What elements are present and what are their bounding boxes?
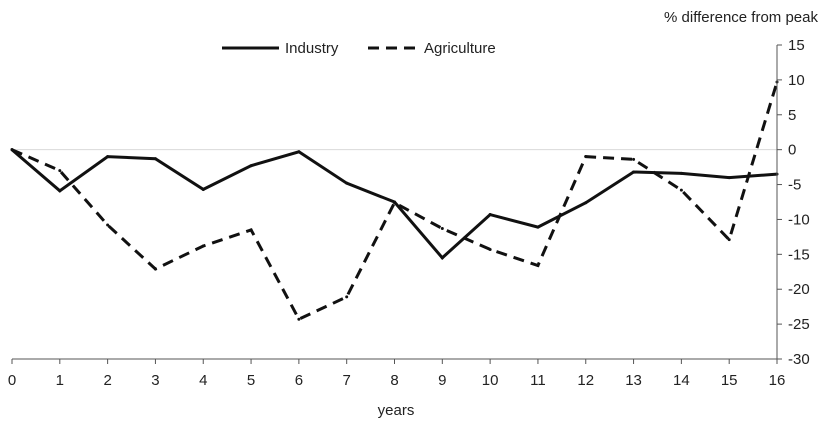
data-point-industry bbox=[679, 171, 683, 175]
x-tick-label: 7 bbox=[343, 372, 351, 389]
x-tick-label: 16 bbox=[769, 372, 786, 389]
data-point-industry bbox=[536, 225, 540, 229]
y-tick-label: -10 bbox=[788, 211, 810, 228]
x-tick-label: 11 bbox=[530, 372, 546, 389]
data-point-industry bbox=[632, 170, 636, 174]
x-tick-label: 3 bbox=[151, 372, 159, 389]
data-point-agriculture bbox=[345, 295, 349, 299]
y-tick-label: 15 bbox=[788, 37, 805, 54]
y-tick-label: 0 bbox=[788, 142, 796, 159]
data-point-agriculture bbox=[153, 267, 157, 271]
data-point-agriculture bbox=[106, 223, 110, 227]
y-tick-label: 5 bbox=[788, 107, 796, 124]
x-tick-label: 5 bbox=[247, 372, 255, 389]
x-axis-title: years bbox=[378, 402, 415, 419]
y-tick-label: -15 bbox=[788, 246, 810, 263]
data-point-agriculture bbox=[201, 244, 205, 248]
data-point-agriculture bbox=[632, 157, 636, 161]
data-point-industry bbox=[727, 176, 731, 180]
legend: Industry Agriculture bbox=[222, 40, 496, 57]
y-tick-label: -25 bbox=[788, 316, 810, 333]
data-point-agriculture bbox=[10, 148, 14, 152]
x-tick-label: 8 bbox=[390, 372, 398, 389]
x-tick-label: 15 bbox=[721, 372, 738, 389]
legend-label-agriculture: Agriculture bbox=[424, 40, 496, 57]
y-tick-label: -20 bbox=[788, 281, 810, 298]
data-point-agriculture bbox=[488, 247, 492, 251]
data-point-industry bbox=[106, 155, 110, 159]
x-tick-label: 12 bbox=[577, 372, 594, 389]
data-point-industry bbox=[58, 189, 62, 193]
data-point-industry bbox=[201, 187, 205, 191]
data-point-industry bbox=[297, 150, 301, 154]
x-tick-label: 0 bbox=[8, 372, 16, 389]
x-tick-label: 4 bbox=[199, 372, 207, 389]
y-tick-label: -30 bbox=[788, 351, 810, 368]
y-axis-title: % difference from peak bbox=[664, 9, 818, 26]
x-tick-label: 1 bbox=[56, 372, 64, 389]
y-tick-label: 10 bbox=[788, 72, 805, 89]
data-point-agriculture bbox=[536, 263, 540, 267]
x-tick-label: 2 bbox=[103, 372, 111, 389]
data-point-agriculture bbox=[393, 201, 396, 205]
data-point-agriculture bbox=[679, 188, 683, 192]
data-point-agriculture bbox=[249, 228, 253, 232]
data-point-industry bbox=[249, 164, 253, 168]
x-tick-label: 10 bbox=[482, 372, 499, 389]
series-line-agriculture bbox=[11, 81, 779, 322]
legend-label-industry: Industry bbox=[285, 40, 339, 57]
data-point-agriculture bbox=[727, 238, 731, 242]
x-tick-label: 14 bbox=[673, 372, 690, 389]
data-point-agriculture bbox=[584, 155, 588, 159]
data-point-industry bbox=[584, 201, 588, 205]
data-point-agriculture bbox=[440, 227, 444, 231]
data-point-agriculture bbox=[297, 317, 301, 321]
x-tick-label: 13 bbox=[625, 372, 642, 389]
data-point-agriculture bbox=[58, 169, 62, 173]
data-point-industry bbox=[440, 256, 444, 260]
y-tick-label: -5 bbox=[788, 177, 801, 194]
data-point-industry bbox=[345, 181, 349, 185]
data-point-industry bbox=[153, 157, 157, 161]
data-point-industry bbox=[488, 213, 492, 217]
x-tick-label: 6 bbox=[295, 372, 303, 389]
x-tick-label: 9 bbox=[438, 372, 446, 389]
